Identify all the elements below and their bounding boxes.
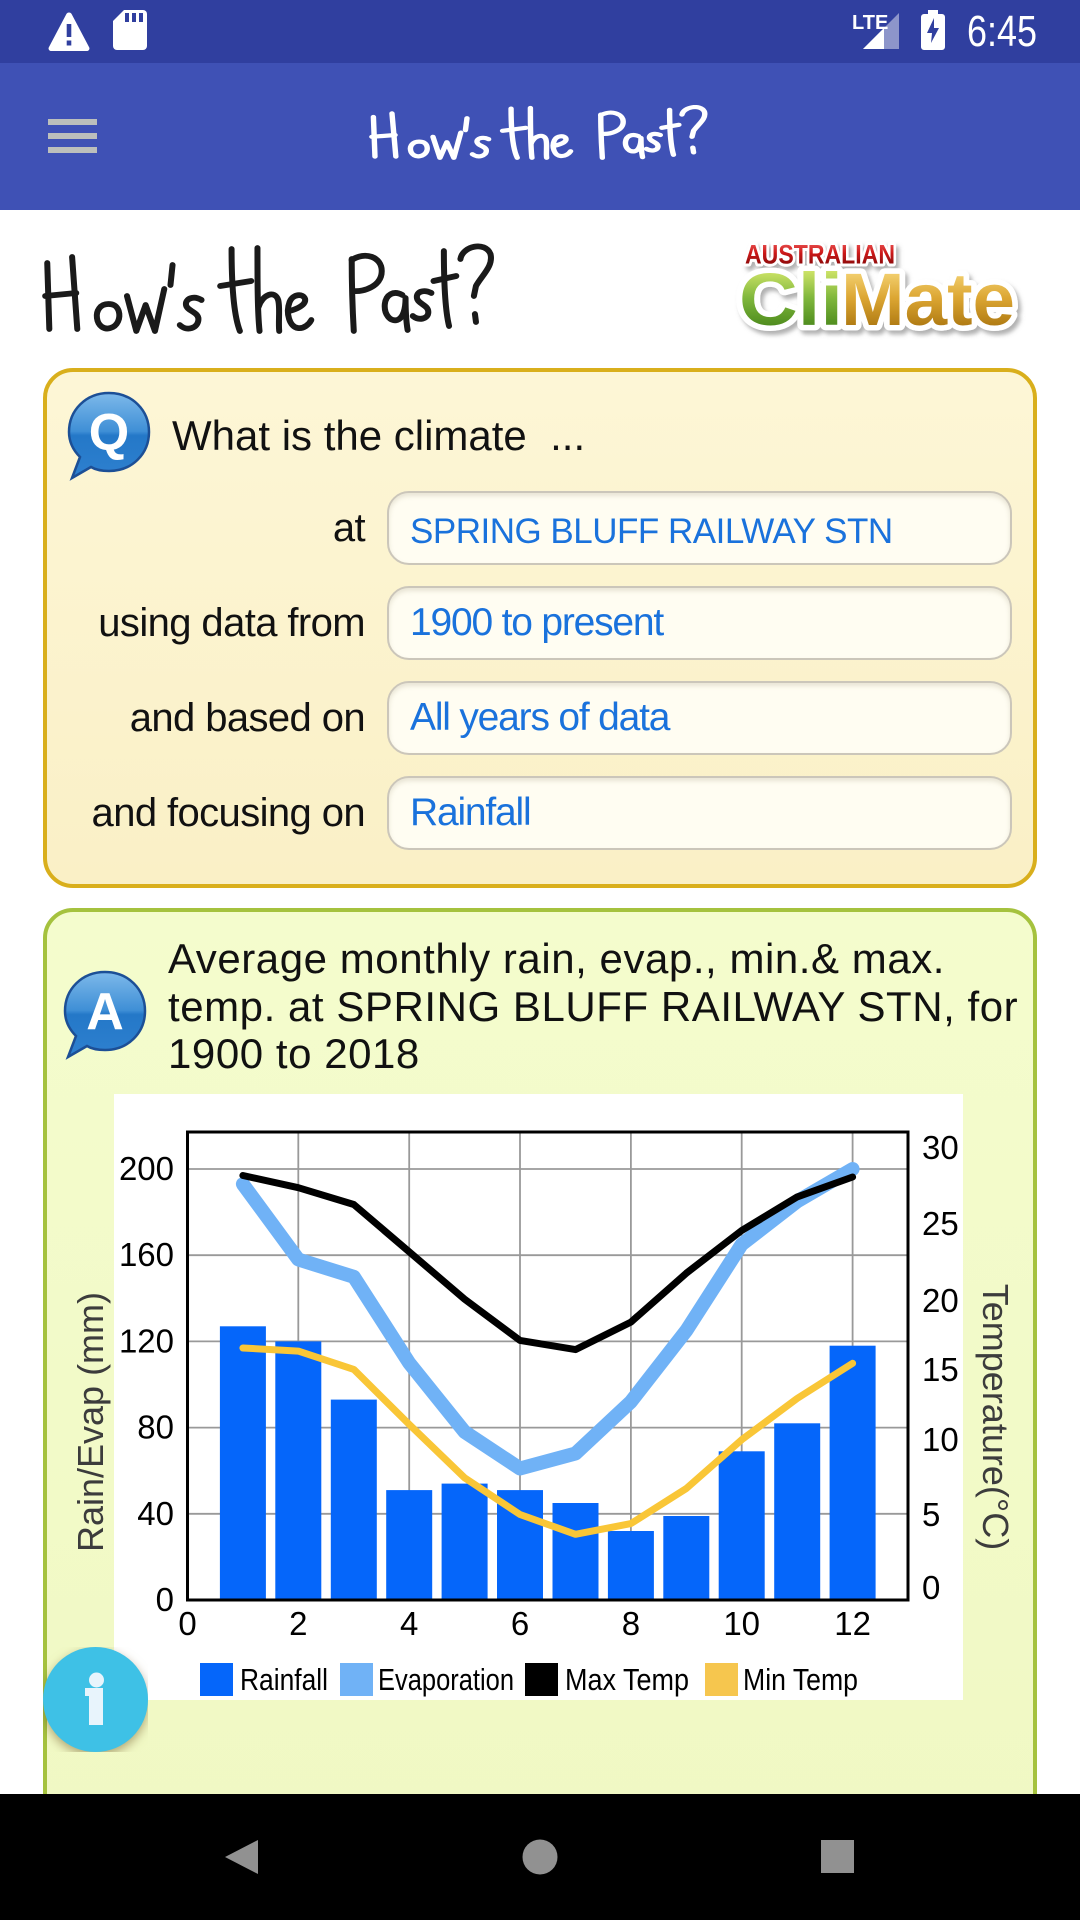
- svg-text:10: 10: [922, 1421, 959, 1458]
- svg-text:8: 8: [622, 1605, 640, 1642]
- svg-text:0: 0: [156, 1581, 174, 1618]
- svg-text:0: 0: [922, 1569, 940, 1606]
- svg-text:200: 200: [119, 1150, 174, 1187]
- svg-text:6: 6: [511, 1605, 529, 1642]
- svg-text:4: 4: [400, 1605, 418, 1642]
- svg-text:Mate: Mate: [841, 258, 1015, 340]
- svg-text:20: 20: [922, 1282, 959, 1319]
- svg-text:15: 15: [922, 1351, 959, 1388]
- svg-text:5: 5: [922, 1496, 940, 1533]
- svg-text:2: 2: [289, 1605, 307, 1642]
- svg-text:Cli: Cli: [739, 258, 843, 340]
- svg-text:Evaporation: Evaporation: [378, 1662, 514, 1697]
- svg-text:Rainfall: Rainfall: [240, 1662, 328, 1697]
- svg-text:6:45: 6:45: [967, 8, 1037, 54]
- svg-text:25: 25: [922, 1205, 959, 1242]
- svg-text:30: 30: [922, 1129, 959, 1166]
- svg-text:A: A: [86, 983, 124, 1041]
- svg-text:12: 12: [834, 1605, 871, 1642]
- svg-text:160: 160: [119, 1236, 174, 1273]
- svg-text:Q: Q: [89, 404, 129, 462]
- svg-text:Min Temp: Min Temp: [743, 1662, 858, 1697]
- svg-text:AUSTRALIAN: AUSTRALIAN: [745, 240, 895, 270]
- svg-text:40: 40: [137, 1495, 174, 1532]
- svg-text:120: 120: [119, 1322, 174, 1359]
- svg-text:10: 10: [723, 1605, 760, 1642]
- svg-text:0: 0: [178, 1605, 196, 1642]
- svg-text:Max Temp: Max Temp: [565, 1662, 689, 1697]
- svg-text:80: 80: [137, 1409, 174, 1446]
